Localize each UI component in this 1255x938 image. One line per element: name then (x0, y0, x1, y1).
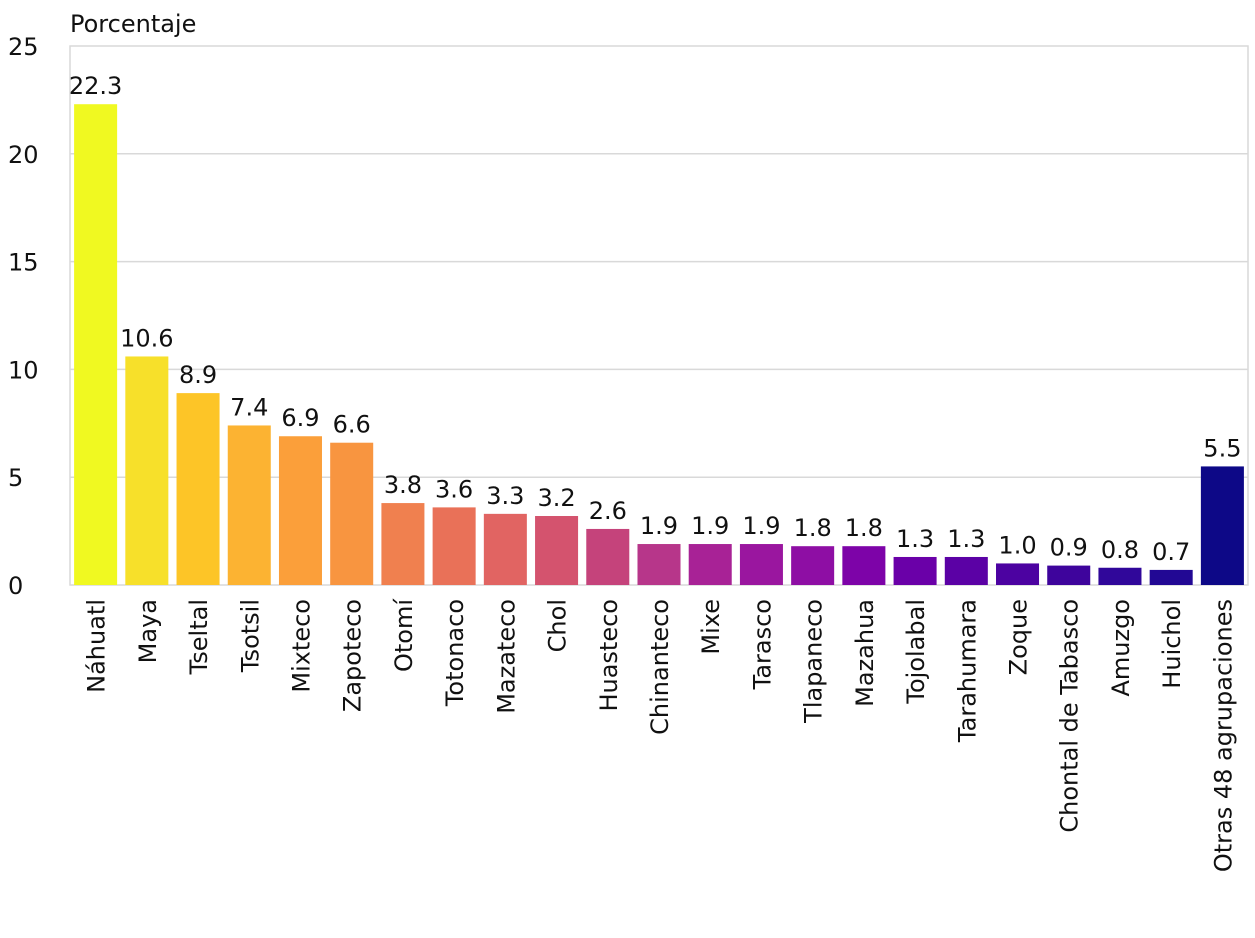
category-label: Amuzgo (1107, 599, 1135, 697)
category-label: Chinanteco (646, 599, 674, 735)
category-label: Mazateco (492, 599, 520, 714)
bar (739, 544, 783, 585)
data-label: 1.9 (691, 512, 729, 540)
y-axis-title: Porcentaje (70, 10, 196, 38)
data-label: 1.8 (794, 514, 832, 542)
category-labels: Náhuatl Maya Tseltal Tsotsil Mixteco Zapoteco… (83, 598, 1238, 873)
data-label: 1.8 (845, 514, 883, 542)
bars (74, 104, 1244, 585)
y-tick-label: 0 (8, 572, 23, 600)
bar (432, 507, 476, 585)
data-label: 22.3 (69, 72, 122, 100)
category-label: Totonaco (441, 599, 469, 707)
category-label: Tarasco (748, 599, 776, 690)
bar (842, 546, 886, 585)
category-label: Zapoteco (339, 599, 367, 712)
bar (1200, 466, 1244, 585)
data-labels: 22.3 10.68.9 7.4 6.9 6.6 3.8 3.6 3.3 3.2 2.6 1.9 1.… (69, 72, 1242, 566)
bar (483, 513, 527, 585)
y-tick-labels: 0 5 10 15 20 25 (8, 33, 39, 600)
bar (791, 546, 835, 585)
category-label: Mazahua (851, 599, 879, 707)
bar (176, 393, 220, 585)
bar (535, 516, 579, 585)
gridlines (70, 153, 1248, 478)
category-label: Chol (544, 599, 572, 652)
category-label: Tsotsil (236, 599, 264, 673)
data-label: 6.9 (281, 404, 319, 432)
category-label: Mixe (697, 599, 725, 655)
data-label: 1.3 (947, 525, 985, 553)
category-label: Tseltal (185, 599, 213, 675)
category-label: Maya (134, 599, 162, 663)
y-tick-label: 15 (8, 249, 39, 277)
category-label: Tojolabal (902, 599, 930, 705)
data-label: 3.2 (537, 484, 575, 512)
bar (637, 544, 681, 585)
data-label: 5.5 (1203, 434, 1241, 462)
data-label: 3.8 (384, 471, 422, 499)
y-tick-label: 20 (8, 141, 39, 169)
bar (381, 503, 425, 585)
bar (1098, 567, 1142, 585)
data-label: 3.3 (486, 482, 524, 510)
bar (330, 442, 374, 585)
y-tick-label: 25 (8, 33, 39, 61)
bar (688, 544, 732, 585)
bar (996, 563, 1040, 585)
category-label: Tlapaneco (800, 599, 828, 724)
data-label: 6.6 (333, 411, 371, 439)
bar (74, 104, 118, 585)
data-label: 2.6 (589, 497, 627, 525)
data-label: 0.8 (1101, 536, 1139, 564)
category-label: Náhuatl (83, 599, 111, 693)
data-label: 1.3 (896, 525, 934, 553)
data-label: 1.9 (640, 512, 678, 540)
category-label: Mixteco (287, 599, 315, 693)
category-label: Huichol (1158, 599, 1186, 689)
bar (586, 528, 630, 585)
category-label: Otomí (390, 598, 418, 672)
bar (1047, 565, 1091, 585)
bar (1149, 569, 1193, 585)
data-label: 1.0 (998, 531, 1036, 559)
data-label: 10.6 (120, 324, 173, 352)
category-label: Zoque (1005, 599, 1033, 675)
data-label: 1.9 (742, 512, 780, 540)
category-label: Otras 48 agrupaciones (1209, 599, 1237, 872)
data-label: 8.9 (179, 361, 217, 389)
data-label: 3.6 (435, 475, 473, 503)
y-tick-label: 5 (8, 464, 23, 492)
bar (944, 556, 988, 585)
y-tick-label: 10 (8, 356, 39, 384)
category-label: Huasteco (595, 599, 623, 712)
bar (893, 556, 937, 585)
data-label: 0.7 (1152, 538, 1190, 566)
bar (227, 425, 271, 585)
category-label: Chontal de Tabasco (1056, 599, 1084, 833)
bar (125, 356, 169, 585)
bar (278, 436, 322, 585)
data-label: 0.9 (1050, 534, 1088, 562)
category-label: Tarahumara (953, 599, 981, 743)
data-label: 7.4 (230, 393, 268, 421)
